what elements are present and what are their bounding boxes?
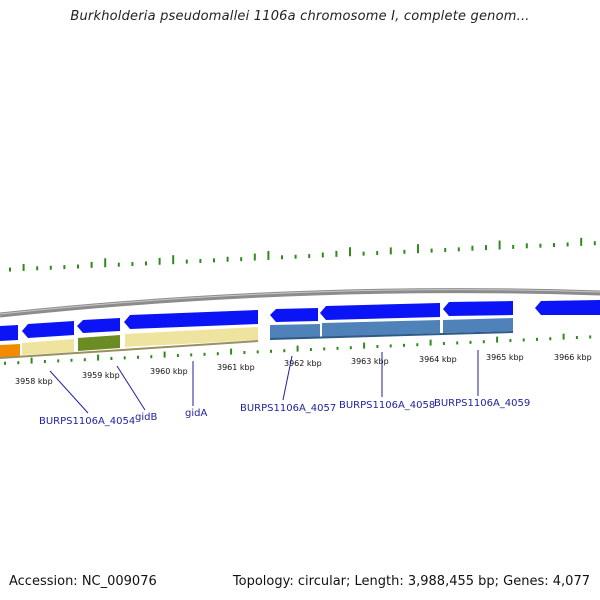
gene-label-burps1106a-4054[interactable]: BURPS1106A_4054 xyxy=(39,416,135,427)
gene-label-burps1106a-4059[interactable]: BURPS1106A_4059 xyxy=(434,398,530,409)
gene-label-gidb[interactable]: gidB xyxy=(135,412,157,423)
gene-block-orange[interactable] xyxy=(0,344,20,358)
gene-block-steel[interactable] xyxy=(322,320,440,337)
genome-info-text: Topology: circular; Length: 3,988,455 bp… xyxy=(232,574,590,589)
gene-arrow[interactable] xyxy=(443,301,513,316)
gene-arrow[interactable] xyxy=(320,303,440,320)
gene-arrow[interactable] xyxy=(0,325,18,341)
kbp-label: 3964 kbp xyxy=(419,355,457,364)
gene-arrow[interactable] xyxy=(270,308,318,322)
kbp-label: 3963 kbp xyxy=(351,357,389,366)
coordinate-labels: 3958 kbp 3959 kbp 3960 kbp 3961 kbp 3962… xyxy=(15,353,592,386)
gene-leader-lines xyxy=(49,350,479,414)
genome-map[interactable]: 3958 kbp 3959 kbp 3960 kbp 3961 kbp 3962… xyxy=(0,0,600,560)
kbp-label: 3966 kbp xyxy=(554,353,592,362)
accession-text: Accession: NC_009076 xyxy=(9,574,157,589)
gene-arrow[interactable] xyxy=(22,321,74,338)
reverse-strand-genes xyxy=(0,318,514,359)
kbp-label: 3959 kbp xyxy=(82,371,120,380)
coordinate-ticks xyxy=(4,333,592,365)
gene-block-cream[interactable] xyxy=(22,339,74,355)
gene-block-olive[interactable] xyxy=(78,335,120,351)
backbone-arc xyxy=(0,288,600,318)
forward-strand-genes xyxy=(0,300,600,341)
backbone-arc-highlight xyxy=(0,289,600,315)
gene-arrow[interactable] xyxy=(535,300,600,315)
gene-block-steel[interactable] xyxy=(270,324,320,339)
gene-labels: BURPS1106A_4054 gidB gidA BURPS1106A_405… xyxy=(39,398,530,427)
gc-content-ticks xyxy=(9,237,596,272)
kbp-label: 3965 kbp xyxy=(486,353,524,362)
gene-label-burps1106a-4058[interactable]: BURPS1106A_4058 xyxy=(339,400,435,411)
operon-shadow xyxy=(269,331,514,340)
gene-arrow[interactable] xyxy=(77,318,120,333)
operon-shadow xyxy=(0,340,259,359)
genome-title: Burkholderia pseudomallei 1106a chromoso… xyxy=(70,9,530,24)
kbp-label: 3961 kbp xyxy=(217,363,255,372)
gene-block-steel[interactable] xyxy=(443,318,513,333)
gene-arrow[interactable] xyxy=(124,310,258,329)
gene-label-burps1106a-4057[interactable]: BURPS1106A_4057 xyxy=(240,403,336,414)
gene-block-cream[interactable] xyxy=(125,327,258,347)
kbp-label: 3958 kbp xyxy=(15,377,53,386)
kbp-label: 3960 kbp xyxy=(150,367,188,376)
gene-label-gida[interactable]: gidA xyxy=(185,408,207,419)
kbp-label: 3962 kbp xyxy=(284,359,322,368)
